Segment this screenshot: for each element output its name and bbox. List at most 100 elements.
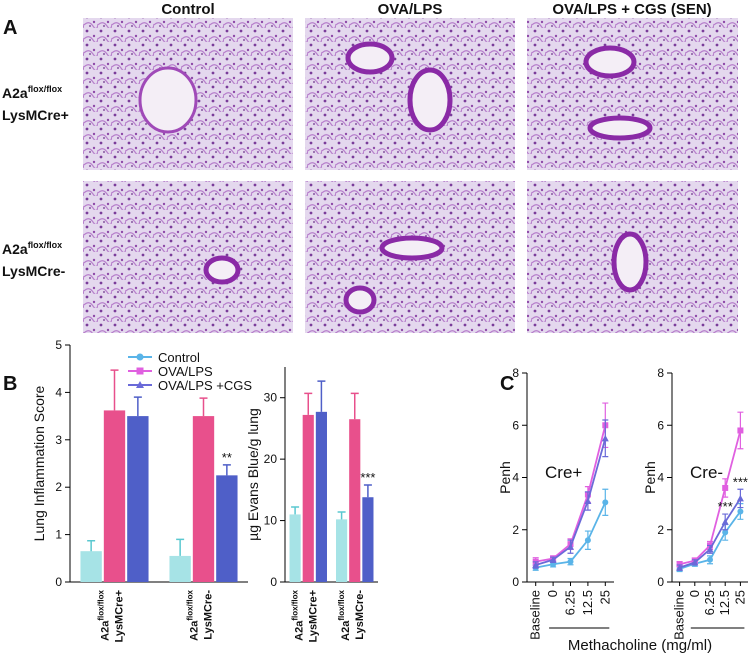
- y-tick-label: 0: [270, 575, 277, 589]
- x-tick-label: 25: [732, 590, 747, 604]
- error-bar: [110, 369, 119, 411]
- column-title: Control: [161, 1, 214, 18]
- marker: [737, 427, 744, 434]
- bar: [216, 475, 238, 582]
- x-tick-label: 12.5: [717, 590, 732, 615]
- error-bar: [317, 380, 326, 412]
- panel-label: A: [3, 17, 17, 39]
- x-tick-label: Baseline: [672, 590, 687, 640]
- x-tick-label: 12.5: [580, 590, 595, 615]
- bar: [127, 416, 149, 582]
- y-tick-label: 4: [512, 471, 519, 485]
- y-axis-label: µg Evans Blue/g lung: [245, 408, 261, 541]
- category-label: LysMCre+: [307, 590, 319, 642]
- y-axis-label: Penh: [497, 461, 513, 494]
- marker: [707, 556, 713, 563]
- marker: [737, 508, 744, 515]
- row-label: LysMCre-: [2, 263, 66, 279]
- x-tick-label: 6.25: [563, 590, 578, 615]
- y-axis-label: Penh: [642, 461, 658, 494]
- bar: [362, 497, 374, 582]
- marker: [721, 518, 729, 525]
- marker: [676, 564, 684, 571]
- bar: [289, 514, 301, 582]
- marker: [706, 545, 714, 553]
- gene: A2a: [2, 85, 28, 101]
- gene: A2a: [100, 620, 112, 641]
- y-tick-label: 2: [55, 480, 62, 494]
- histology-image: [83, 181, 293, 333]
- error-bar: [222, 464, 231, 476]
- legend-marker: [136, 381, 144, 388]
- category-label: A2aflox/flox: [290, 589, 305, 640]
- marker: [567, 543, 574, 550]
- error-bar: [363, 484, 372, 498]
- gene: A2a: [340, 620, 352, 641]
- bar: [315, 411, 327, 582]
- y-axis-label: Lung Inflammation Score: [31, 385, 47, 541]
- y-tick-label: 8: [657, 366, 664, 380]
- y-tick-label: 0: [55, 575, 62, 589]
- legend-label: OVA/LPS: [158, 364, 213, 379]
- error-bar: [176, 538, 185, 556]
- column-title: OVA/LPS + CGS (SEN): [552, 1, 711, 18]
- superscript: flox/flox: [97, 589, 106, 620]
- annotation: Cre+: [545, 463, 582, 482]
- marker: [722, 529, 729, 536]
- bar: [336, 519, 348, 582]
- marker: [736, 494, 744, 502]
- annotation: Cre-: [690, 463, 723, 482]
- y-tick-label: 6: [512, 418, 519, 432]
- annotation: ***: [718, 499, 733, 514]
- airway: [587, 115, 653, 141]
- category-label: A2aflox/flox: [186, 589, 201, 640]
- y-tick-label: 1: [55, 528, 62, 542]
- marker: [602, 499, 609, 506]
- x-tick-label: 25: [597, 590, 612, 604]
- bar: [349, 419, 361, 582]
- y-tick-label: 2: [657, 523, 664, 537]
- y-tick-label: 2: [512, 523, 519, 537]
- bar: [192, 416, 215, 582]
- legend-label: Control: [158, 350, 200, 365]
- row-label: LysMCre+: [2, 107, 69, 123]
- x-tick-label: 0: [687, 590, 702, 597]
- y-tick-label: 10: [264, 514, 278, 528]
- gene: A2a: [293, 620, 305, 641]
- airway: [203, 255, 241, 285]
- airway: [343, 285, 377, 315]
- error-bar: [304, 392, 313, 415]
- airway: [407, 67, 453, 133]
- annotation: ***: [360, 470, 375, 485]
- x-tick-label: Baseline: [528, 590, 543, 640]
- row-label: A2aflox/flox: [2, 240, 62, 257]
- panel-label: C: [500, 373, 514, 395]
- category-label: LysMCre-: [354, 590, 366, 640]
- marker: [567, 558, 574, 565]
- y-tick-label: 30: [264, 391, 278, 405]
- y-tick-label: 0: [512, 575, 519, 589]
- error-bar: [87, 540, 96, 552]
- column-title: OVA/LPS: [378, 1, 443, 18]
- row-label: A2aflox/flox: [2, 84, 62, 101]
- y-tick-label: 4: [657, 471, 664, 485]
- x-tick-label: 6.25: [702, 590, 717, 615]
- marker: [722, 484, 729, 491]
- superscript: flox/flox: [337, 589, 346, 620]
- y-tick-label: 3: [55, 433, 62, 447]
- airway: [138, 66, 198, 134]
- superscript: flox/flox: [186, 589, 195, 620]
- histology-images: [83, 18, 738, 333]
- gene: A2a: [189, 620, 201, 641]
- marker: [584, 497, 592, 505]
- bar: [302, 414, 314, 582]
- airway: [611, 231, 649, 293]
- marker: [549, 556, 557, 563]
- y-tick-label: 0: [657, 575, 664, 589]
- y-tick-label: 20: [264, 452, 278, 466]
- x-tick-label: 0: [545, 590, 560, 597]
- legend-marker: [136, 353, 144, 361]
- bar: [103, 410, 126, 582]
- panel-label: B: [3, 373, 17, 395]
